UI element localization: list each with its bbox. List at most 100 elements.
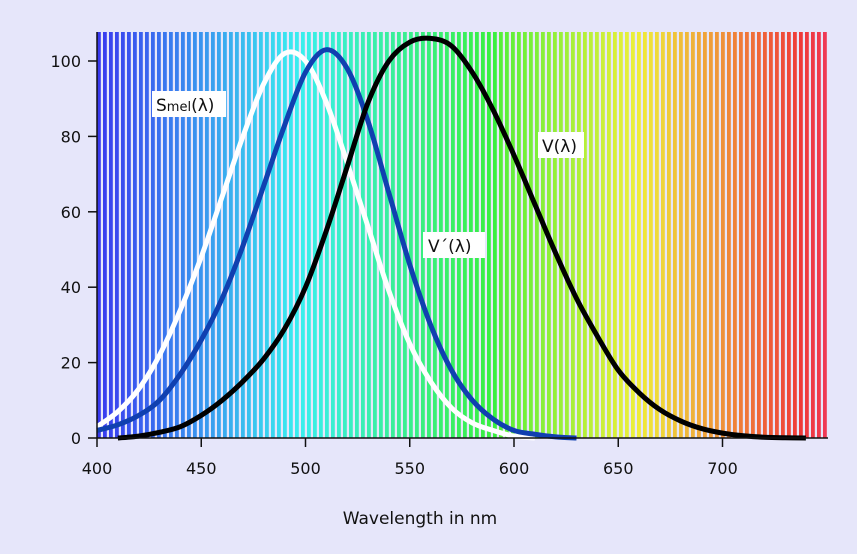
spectrum-stripe xyxy=(355,32,359,438)
spectrum-stripe xyxy=(559,32,563,438)
spectrum-stripe xyxy=(571,32,575,438)
spectrum-stripe xyxy=(241,32,245,438)
spectrum-stripe xyxy=(775,32,779,438)
spectrum-stripe xyxy=(625,32,629,438)
spectrum-stripe xyxy=(307,32,311,438)
spectrum-stripe xyxy=(127,32,131,438)
spectrum-stripe xyxy=(289,32,293,438)
spectrum-stripe xyxy=(781,32,785,438)
spectrum-stripe xyxy=(211,32,215,438)
spectrum-stripe xyxy=(169,32,173,438)
spectrum-stripe xyxy=(643,32,647,438)
spectrum-stripe xyxy=(601,32,605,438)
x-tick-label: 650 xyxy=(603,459,634,478)
series-line-1 xyxy=(96,47,577,441)
spectrum-stripe xyxy=(721,32,725,438)
spectrum-stripe xyxy=(619,32,623,438)
smel-label-rest: (λ) xyxy=(191,96,214,116)
spectrum-stripe xyxy=(823,32,827,438)
spectrum-stripe xyxy=(109,32,113,438)
series-line-2 xyxy=(117,35,806,441)
spectrum-stripe xyxy=(139,32,143,438)
spectrum-stripe xyxy=(655,32,659,438)
spectrum-stripe xyxy=(163,32,167,438)
spectrum-stripe xyxy=(283,32,287,438)
x-tick-label: 400 xyxy=(82,459,113,478)
y-tick-label: 20 xyxy=(61,354,81,373)
spectrum-stripe xyxy=(745,32,749,438)
spectrum-stripe xyxy=(385,32,389,438)
smel-label-sub: mel xyxy=(167,100,191,115)
spectrum-stripe xyxy=(115,32,119,438)
spectrum-stripe xyxy=(193,32,197,438)
spectrum-stripe xyxy=(343,32,347,438)
spectrum-stripe xyxy=(727,32,731,438)
spectrum-stripe xyxy=(691,32,695,438)
spectrum-stripe xyxy=(223,32,227,438)
spectrum-stripe xyxy=(673,32,677,438)
spectrum-stripe xyxy=(319,32,323,438)
spectrum-stripe xyxy=(667,32,671,438)
spectrum-stripe xyxy=(493,32,497,438)
spectrum-stripe xyxy=(529,32,533,438)
spectrum-stripe xyxy=(751,32,755,438)
y-ticks: 0 20 40 60 80 100 xyxy=(50,52,97,448)
v-label-text: V(λ) xyxy=(542,137,577,157)
spectrum-stripe xyxy=(415,32,419,438)
spectrum-stripe xyxy=(403,32,407,438)
spectrum-stripe xyxy=(391,32,395,438)
spectrum-stripe xyxy=(97,32,101,438)
spectrum-stripe xyxy=(235,32,239,438)
spectrum-stripe xyxy=(553,32,557,438)
v-label: V(λ) xyxy=(538,132,584,158)
smel-label-main: S xyxy=(156,96,167,116)
smel-label: Smel(λ) xyxy=(152,91,226,117)
spectrum-stripe xyxy=(733,32,737,438)
spectrum-stripe xyxy=(253,32,257,438)
spectrum-stripe xyxy=(229,32,233,438)
spectrum-stripe xyxy=(259,32,263,438)
spectrum-stripe xyxy=(121,32,125,438)
spectrum-stripe xyxy=(337,32,341,438)
spectrum-stripe xyxy=(301,32,305,438)
curves-layer xyxy=(95,35,806,441)
y-tick-label: 40 xyxy=(61,278,81,297)
spectrum-stripe xyxy=(217,32,221,438)
x-tick-label: 700 xyxy=(707,459,738,478)
x-tick-label: 600 xyxy=(499,459,530,478)
spectrum-stripe xyxy=(379,32,383,438)
y-tick-label: 0 xyxy=(71,429,81,448)
spectrum-stripe xyxy=(421,32,425,438)
y-tick-label: 80 xyxy=(61,127,81,146)
spectrum-stripe xyxy=(811,32,815,438)
y-tick-label: 100 xyxy=(50,52,81,71)
spectrum-stripe xyxy=(799,32,803,438)
spectrum-stripe xyxy=(817,32,821,438)
spectrum-stripe xyxy=(181,32,185,438)
spectrum-stripe xyxy=(793,32,797,438)
spectrum-stripe xyxy=(805,32,809,438)
spectrum-stripe xyxy=(541,32,545,438)
spectrum-stripe xyxy=(739,32,743,438)
spectrum-stripe xyxy=(271,32,275,438)
spectrum-stripe xyxy=(487,32,491,438)
spectrum-stripe xyxy=(595,32,599,438)
v-prime-label: V´(λ) xyxy=(423,232,485,258)
x-tick-label: 450 xyxy=(186,459,217,478)
series-line-0 xyxy=(95,49,536,441)
spectrum-stripe xyxy=(151,32,155,438)
spectrum-stripe xyxy=(697,32,701,438)
spectrum-stripe xyxy=(631,32,635,438)
spectrum-stripe xyxy=(679,32,683,438)
spectrum-stripe xyxy=(649,32,653,438)
spectrum-stripe xyxy=(577,32,581,438)
spectrum-stripe xyxy=(277,32,281,438)
spectrum-stripe xyxy=(409,32,413,438)
spectrum-stripe xyxy=(157,32,161,438)
spectrum-stripe xyxy=(331,32,335,438)
spectrum-stripe xyxy=(589,32,593,438)
spectrum-stripe xyxy=(787,32,791,438)
spectrum-stripe xyxy=(583,32,587,438)
y-tick-label: 60 xyxy=(61,203,81,222)
